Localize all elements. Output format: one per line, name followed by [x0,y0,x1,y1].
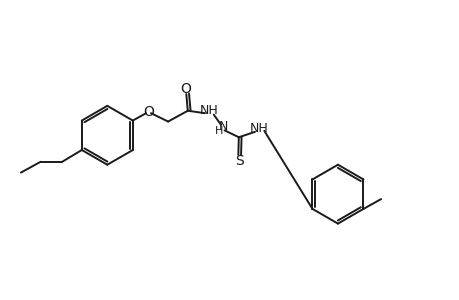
Text: S: S [235,154,243,168]
Text: O: O [143,105,154,119]
Text: O: O [180,82,191,96]
Text: NH: NH [250,122,268,135]
Text: NH: NH [200,104,218,117]
Text: N: N [218,120,228,134]
Text: H: H [214,126,223,136]
